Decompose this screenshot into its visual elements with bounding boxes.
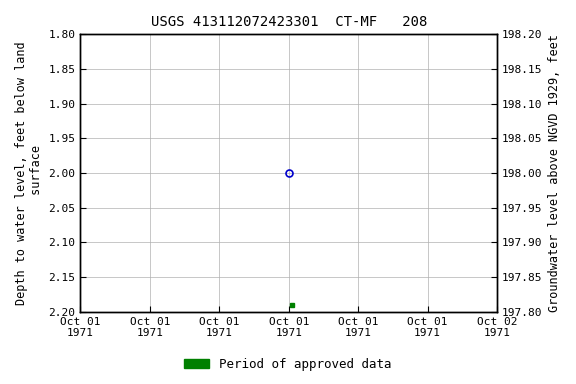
Legend: Period of approved data: Period of approved data bbox=[179, 353, 397, 376]
Y-axis label: Groundwater level above NGVD 1929, feet: Groundwater level above NGVD 1929, feet bbox=[548, 34, 561, 312]
Y-axis label: Depth to water level, feet below land
 surface: Depth to water level, feet below land su… bbox=[15, 41, 43, 305]
Title: USGS 413112072423301  CT-MF   208: USGS 413112072423301 CT-MF 208 bbox=[150, 15, 427, 29]
